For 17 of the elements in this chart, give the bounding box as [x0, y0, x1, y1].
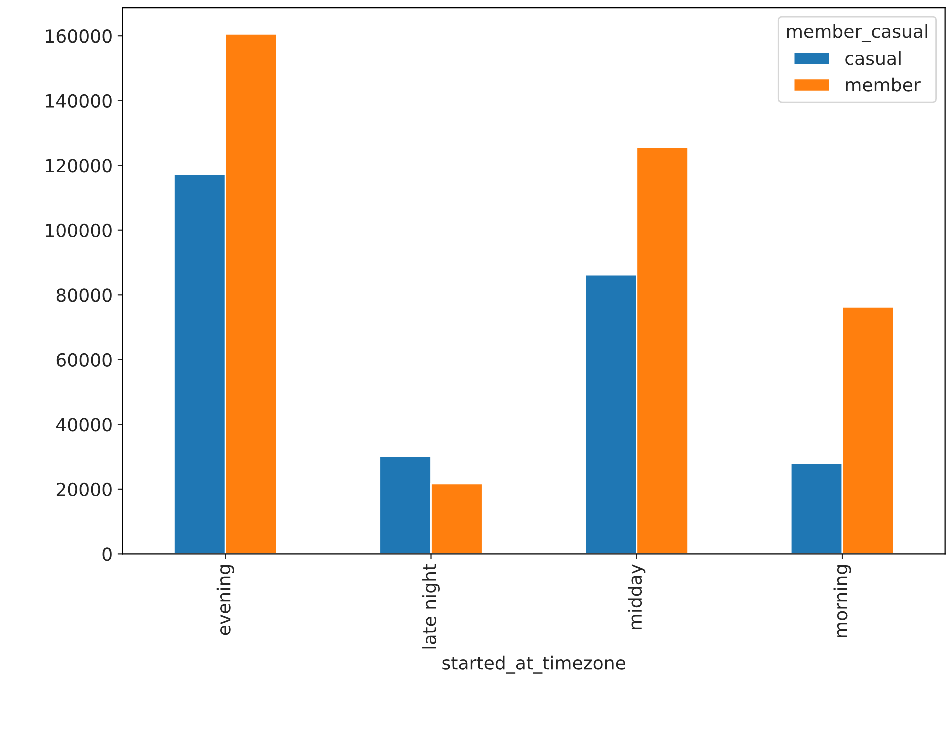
- y-tick-label: 20000: [56, 482, 112, 497]
- y-tick-label: 60000: [56, 353, 112, 368]
- x-axis-title: started_at_timezone: [442, 656, 626, 674]
- x-tick-label: late night: [422, 564, 440, 649]
- legend-title: member_casual: [787, 24, 928, 42]
- y-tick-label: 140000: [46, 94, 112, 108]
- y-tick-label: 0: [102, 548, 112, 562]
- y-tick-label: 40000: [56, 418, 112, 432]
- legend-label: casual: [846, 51, 901, 66]
- x-tick-label: morning: [834, 566, 852, 638]
- x-tick-label: midday: [628, 564, 646, 630]
- legend-label: member: [846, 78, 921, 92]
- y-tick-label: 100000: [46, 224, 112, 238]
- y-tick-label: 80000: [56, 288, 112, 302]
- y-tick-label: 160000: [46, 30, 112, 44]
- y-tick-label: 120000: [46, 159, 112, 173]
- x-tick-label: evening: [216, 566, 234, 636]
